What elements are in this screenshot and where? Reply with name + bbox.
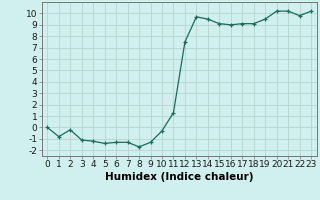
X-axis label: Humidex (Indice chaleur): Humidex (Indice chaleur) [105,172,253,182]
